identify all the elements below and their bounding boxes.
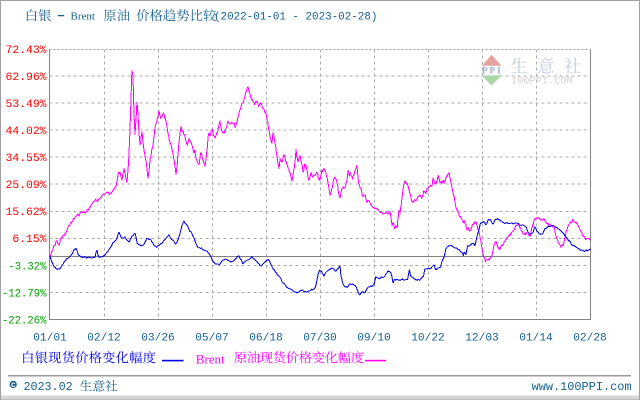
- svg-text:-3.32%: -3.32%: [8, 261, 47, 273]
- svg-text:72.43%: 72.43%: [5, 45, 46, 57]
- svg-text:01/01: 01/01: [33, 333, 67, 345]
- svg-text:-22.26%: -22.26%: [2, 315, 47, 327]
- svg-text:03/26: 03/26: [141, 333, 175, 345]
- svg-text:06/18: 06/18: [249, 333, 283, 345]
- svg-text:PPI: PPI: [482, 67, 503, 77]
- svg-text:100PPI.COM: 100PPI.COM: [511, 75, 573, 87]
- svg-text:01/14: 01/14: [519, 333, 553, 345]
- svg-text:07/30: 07/30: [303, 333, 337, 345]
- svg-text:53.49%: 53.49%: [5, 99, 46, 111]
- svg-text:6.15%: 6.15%: [12, 234, 46, 246]
- svg-text:Brent: Brent: [71, 11, 95, 23]
- svg-text:09/10: 09/10: [357, 333, 391, 345]
- svg-text:15.62%: 15.62%: [5, 207, 46, 219]
- svg-text:Brent: Brent: [196, 351, 225, 366]
- svg-text:(2022-01-01 - 2023-02-28): (2022-01-01 - 2023-02-28): [214, 12, 377, 24]
- svg-text:12/03: 12/03: [465, 333, 499, 345]
- svg-text:34.55%: 34.55%: [5, 153, 46, 165]
- svg-text:02/28: 02/28: [573, 333, 607, 345]
- svg-text:44.02%: 44.02%: [5, 126, 46, 138]
- svg-text:www.100PPI.com: www.100PPI.com: [532, 380, 632, 394]
- svg-text:10/22: 10/22: [411, 333, 445, 345]
- svg-text:62.96%: 62.96%: [5, 72, 46, 84]
- svg-text:-12.79%: -12.79%: [2, 288, 47, 300]
- svg-text:2023.02: 2023.02: [24, 380, 73, 394]
- svg-text:05/07: 05/07: [195, 333, 229, 345]
- svg-text:25.09%: 25.09%: [5, 180, 46, 192]
- svg-text:02/12: 02/12: [87, 333, 121, 345]
- svg-text:c: c: [11, 380, 16, 389]
